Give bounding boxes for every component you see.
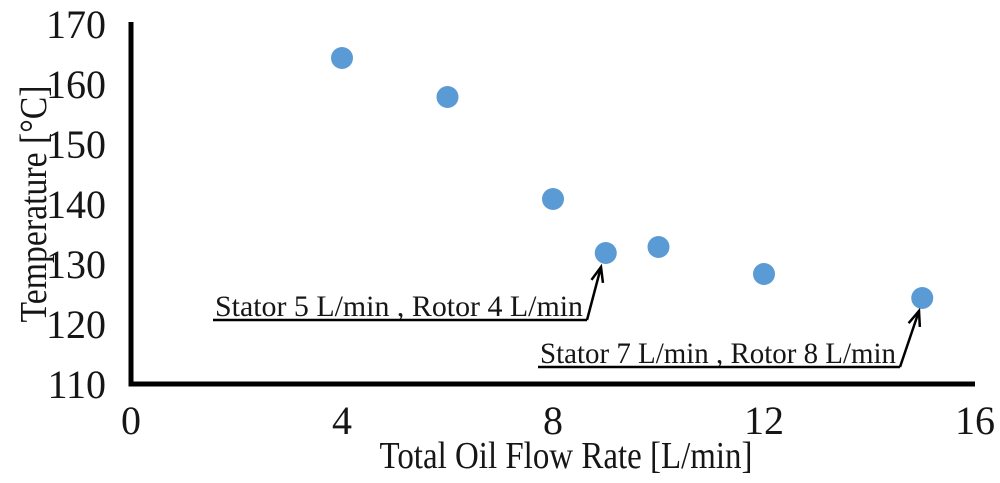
data-point [753, 263, 775, 285]
data-point [911, 287, 934, 309]
axes [128, 22, 975, 387]
x-axis-title: Total Oil Flow Rate [L/min] [380, 435, 753, 477]
annotation-arrow-shaft [585, 266, 603, 321]
data-point [594, 242, 617, 264]
y-tick-label: 110 [47, 362, 106, 407]
y-tick-label: 120 [46, 302, 106, 347]
annotation-label: Stator 5 L/min , Rotor 4 L/min [215, 290, 583, 323]
x-tick-label: 0 [121, 398, 141, 443]
annotation: Stator 5 L/min , Rotor 4 L/min [213, 263, 605, 323]
y-tick-label: 160 [46, 62, 106, 107]
y-tick-label: 150 [46, 122, 106, 167]
annotation: Stator 7 L/min , Rotor 8 L/min [538, 307, 922, 370]
y-tick-label: 140 [46, 182, 106, 227]
x-tick-label: 16 [955, 398, 995, 443]
y-tick-label: 170 [46, 2, 106, 47]
annotation-arrowhead-icon [907, 307, 922, 328]
annotation-arrow-shaft [898, 310, 921, 368]
annotation-arrowhead-icon [590, 263, 605, 284]
x-tick-label: 8 [543, 398, 563, 443]
tick-labels: 110 120 130 140 150 160 170 0 4 8 12 16 [46, 2, 995, 443]
data-point [436, 86, 459, 108]
x-tick-label: 4 [332, 398, 352, 443]
data-point [331, 47, 353, 69]
y-axis-title: Temperature [°C] [13, 86, 55, 323]
x-tick-label: 12 [744, 398, 784, 443]
annotations: Stator 5 L/min , Rotor 4 L/min Stator 7 L… [213, 263, 922, 370]
y-tick-label: 130 [46, 242, 106, 287]
data-points [331, 47, 934, 309]
annotation-label: Stator 7 L/min , Rotor 8 L/min [540, 337, 896, 370]
data-point [542, 188, 564, 210]
data-point [647, 236, 670, 258]
